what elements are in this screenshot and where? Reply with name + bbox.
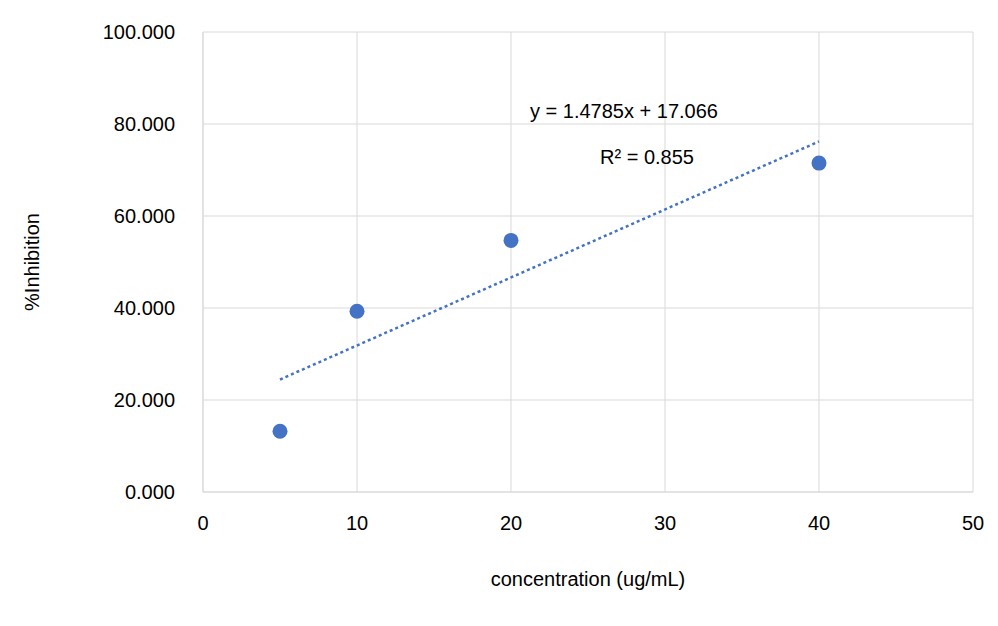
svg-text:0.000: 0.000: [125, 481, 175, 503]
svg-text:40: 40: [808, 512, 830, 534]
svg-text:30: 30: [654, 512, 676, 534]
svg-text:20.000: 20.000: [114, 389, 175, 411]
svg-text:0: 0: [197, 512, 208, 534]
svg-text:20: 20: [500, 512, 522, 534]
svg-text:50: 50: [962, 512, 984, 534]
svg-text:60.000: 60.000: [114, 205, 175, 227]
html-text:y = 1.4785x + 17.066: y = 1.4785x + 17.066: [530, 100, 718, 122]
svg-text:80.000: 80.000: [114, 113, 175, 135]
svg-text:40.000: 40.000: [114, 297, 175, 319]
svg-text:concentration (ug/mL): concentration (ug/mL): [491, 568, 686, 590]
svg-text:100.000: 100.000: [103, 21, 175, 43]
svg-text:%Inhibition: %Inhibition: [21, 213, 43, 311]
svg-text:10: 10: [346, 512, 368, 534]
html-text:R² = 0.855: R² = 0.855: [600, 146, 694, 168]
